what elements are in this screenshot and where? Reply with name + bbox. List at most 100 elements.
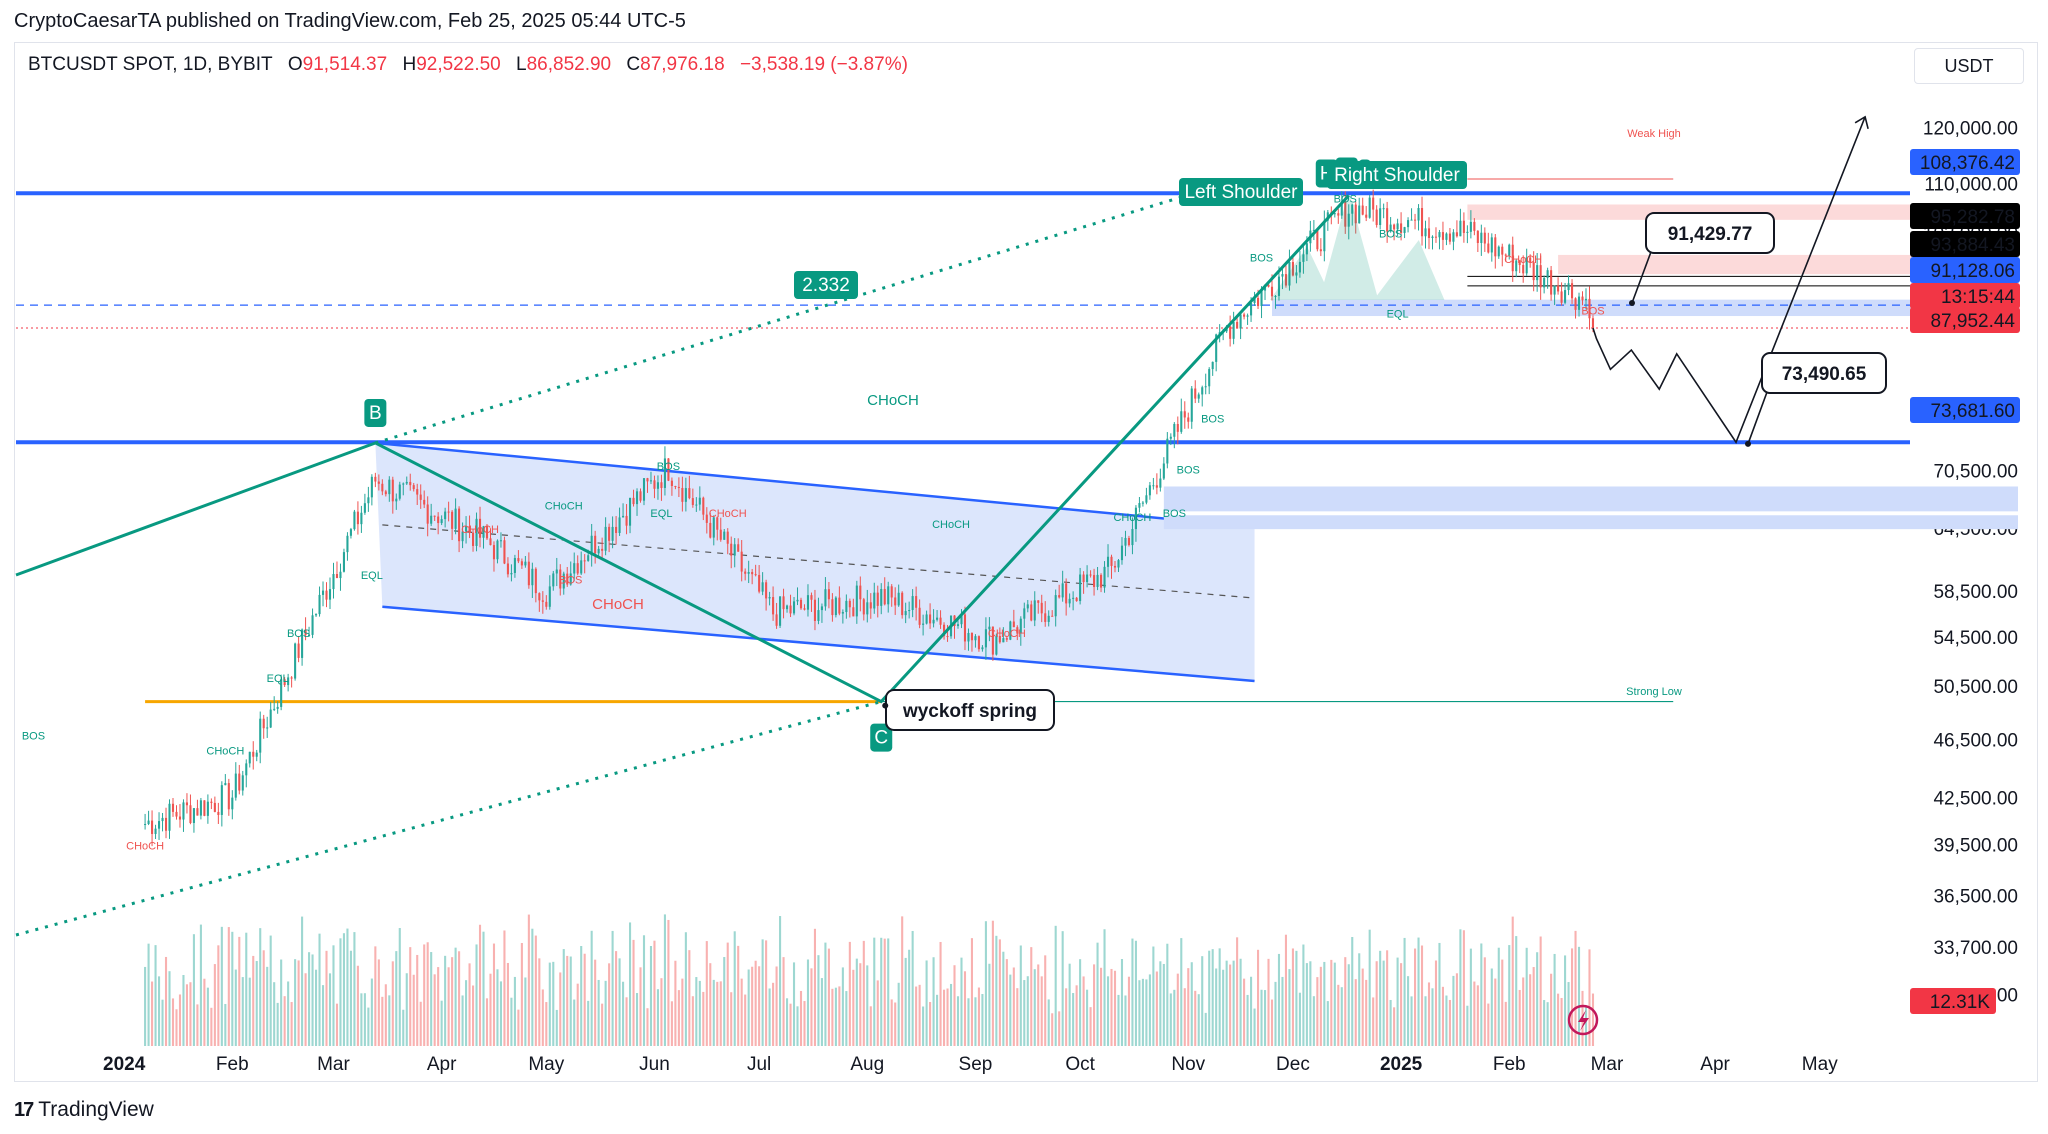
y-tick-label: 50,500.00 (1933, 677, 2018, 698)
candle-body (1459, 220, 1462, 237)
volume-bar (820, 978, 823, 1046)
volume-bar (834, 987, 837, 1046)
candle-body (897, 592, 900, 606)
channel-mid-line (382, 524, 1255, 599)
currency-selector[interactable]: USDT (1914, 48, 2024, 84)
candle-body (995, 635, 998, 655)
x-tick-label: Jun (639, 1054, 670, 1075)
volume-bar (726, 942, 729, 1046)
projection-arrowhead-icon (1854, 115, 1869, 130)
candle-body (970, 632, 974, 641)
candle-body (785, 605, 789, 610)
candle-body (1448, 233, 1451, 242)
change-value: −3,538.19 (−3.87%) (739, 54, 908, 75)
candle-body (1152, 485, 1155, 487)
volume-bar (1564, 955, 1567, 1046)
symbol-name: BTCUSDT SPOT, 1D, BYBIT (28, 54, 273, 75)
candle-body (356, 511, 359, 525)
volume-bar (1403, 937, 1406, 1046)
volume-bar (1222, 969, 1225, 1046)
publisher-caption: CryptoCaesarTA published on TradingView.… (14, 10, 686, 32)
volume-bar (695, 977, 698, 1046)
volume-bar (1211, 949, 1214, 1046)
volume-bar (496, 969, 499, 1046)
candle-body (1469, 221, 1472, 232)
candle-body (695, 504, 698, 506)
candle-body (1550, 270, 1553, 295)
candle-body (845, 600, 848, 613)
candle-body (259, 718, 262, 753)
candle-body (276, 706, 279, 709)
volume-bar (632, 939, 635, 1046)
wyckoff-callout-dot (882, 702, 889, 709)
candle-body (283, 679, 286, 686)
candle-body (1511, 244, 1514, 272)
candle-body (562, 573, 565, 589)
volume-bar (552, 961, 555, 1046)
candle-body (1026, 604, 1029, 609)
volume-bar (1386, 950, 1389, 1046)
candle-body (1340, 201, 1343, 216)
volume-bar (1358, 953, 1361, 1046)
candle-body (925, 614, 928, 624)
candle-body (1413, 219, 1417, 221)
volume-bar (367, 1007, 370, 1046)
volume-bar (227, 927, 230, 1046)
volume-bar (1134, 940, 1137, 1046)
candle-body (1319, 249, 1322, 252)
candle-body (841, 612, 844, 614)
candle-body (942, 624, 946, 637)
volume-bar (887, 938, 890, 1046)
volume-bar (925, 960, 928, 1046)
volume-bar (1141, 978, 1144, 1046)
volume-bar (897, 982, 900, 1046)
volume-bar (792, 962, 796, 1046)
volume-bar (569, 956, 572, 1046)
volume-bar (841, 967, 844, 1046)
volume-bar (1368, 929, 1371, 1046)
candle-body (1194, 388, 1197, 399)
candle-body (1131, 529, 1134, 546)
volume-bar (1441, 986, 1445, 1046)
candle-body (1312, 229, 1315, 231)
y-tick-label: 70,500.00 (1933, 462, 2018, 483)
volume-bar (594, 959, 597, 1046)
candle-body (287, 677, 290, 686)
volume-bar (608, 963, 611, 1046)
volume-bar (465, 980, 468, 1046)
volume-bar (622, 981, 625, 1046)
x-tick-label: Mar (317, 1054, 350, 1075)
volume-bar (252, 955, 255, 1046)
volume-bar (374, 946, 377, 1046)
point-c-label-bg (870, 723, 893, 752)
candle-body (416, 489, 419, 495)
candle-body (231, 797, 234, 810)
volume-bar (883, 938, 886, 1046)
candle-body (273, 708, 276, 710)
supply-zone (1558, 254, 2018, 275)
volume-bar (761, 939, 764, 1046)
candle-body (1518, 260, 1521, 266)
volume-bar (458, 951, 461, 1046)
volume-bar (970, 938, 974, 1046)
structure-marker: CHoCH (126, 841, 164, 853)
candle-body (597, 548, 600, 554)
candle-body (213, 802, 216, 812)
volume-bar (628, 922, 632, 1046)
volume-bar (1473, 981, 1476, 1046)
candle-body (541, 600, 544, 602)
volume-bar (1305, 963, 1308, 1046)
volume-bar (1127, 976, 1131, 1046)
volume-bar (182, 975, 185, 1046)
candle-body (335, 574, 339, 579)
tradingview-logo[interactable]: 17 TradingView (14, 1098, 154, 1122)
volume-bar (1466, 1005, 1469, 1046)
volume-bar (168, 971, 171, 1046)
volume-bar (447, 967, 450, 1046)
candle-body (1438, 232, 1441, 238)
volume-bar (601, 1003, 604, 1046)
volume-bar (1037, 964, 1040, 1046)
volume-bar (1239, 958, 1242, 1046)
volume-bar (880, 937, 883, 1046)
